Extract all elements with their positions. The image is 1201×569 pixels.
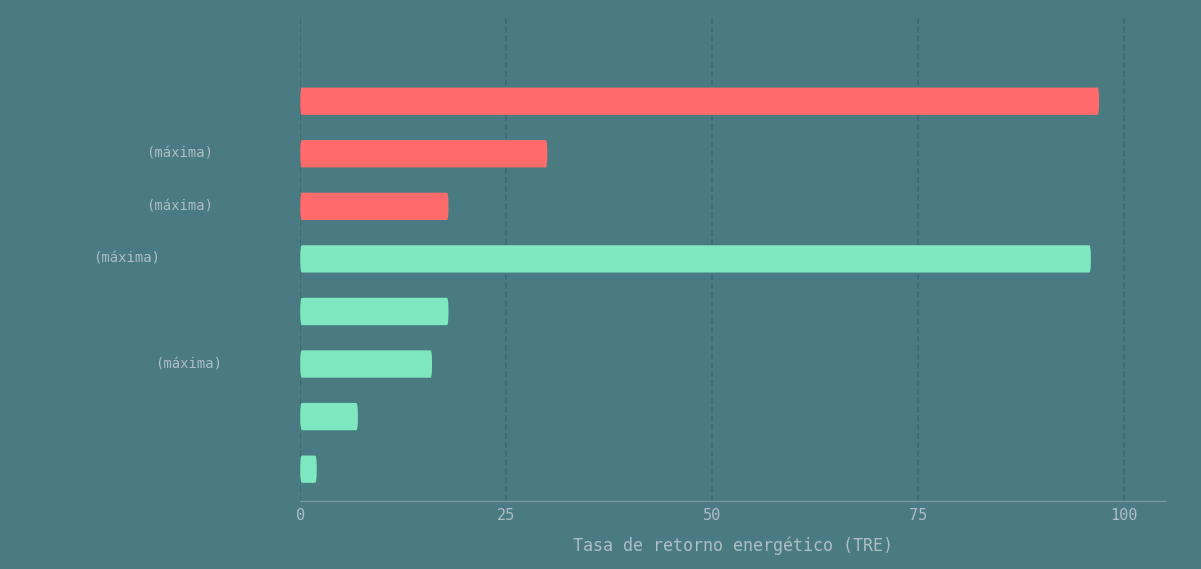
FancyBboxPatch shape	[300, 298, 448, 325]
Text: (máxima): (máxima)	[147, 199, 214, 213]
FancyBboxPatch shape	[300, 193, 448, 220]
Text: (máxima): (máxima)	[92, 252, 160, 266]
FancyBboxPatch shape	[300, 140, 548, 167]
FancyBboxPatch shape	[300, 351, 432, 378]
Text: (máxima): (máxima)	[155, 357, 222, 371]
FancyBboxPatch shape	[300, 88, 1099, 115]
FancyBboxPatch shape	[300, 245, 1091, 273]
X-axis label: Tasa de retorno energético (TRE): Tasa de retorno energético (TRE)	[573, 537, 892, 555]
Text: (máxima): (máxima)	[147, 147, 214, 161]
FancyBboxPatch shape	[300, 403, 358, 430]
FancyBboxPatch shape	[300, 456, 317, 483]
